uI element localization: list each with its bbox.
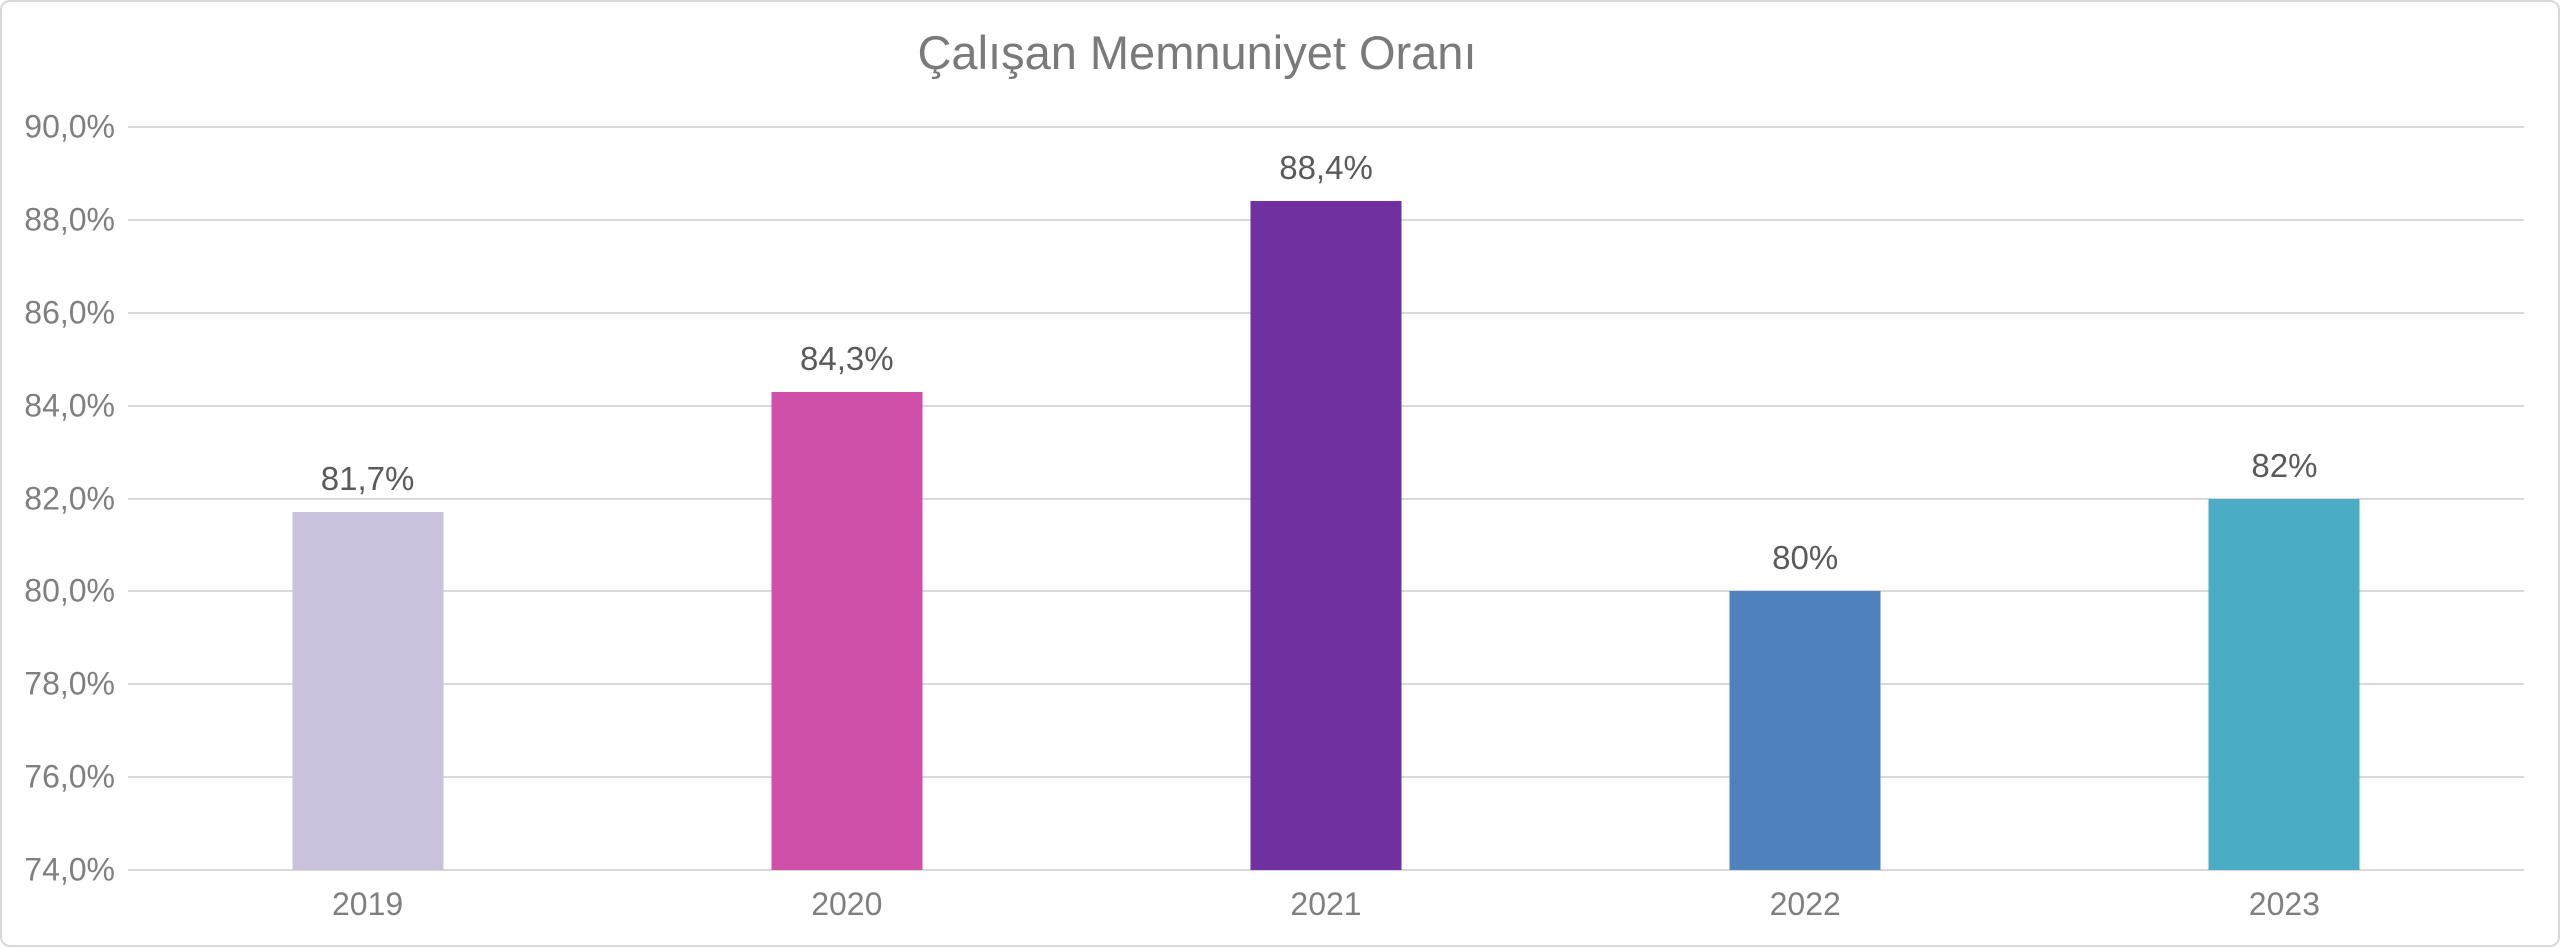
bar-2019 [292, 512, 444, 870]
bar-value-label: 88,4% [1279, 149, 1373, 187]
x-tick-label-2019: 2019 [332, 886, 404, 922]
y-tick-label: 84,0% [24, 387, 115, 424]
y-tick-label: 82,0% [24, 480, 115, 516]
y-tick-label: 74,0% [24, 851, 115, 888]
bar-value-label: 82% [2251, 446, 2318, 484]
y-tick-label: 78,0% [24, 665, 115, 702]
gridline [128, 869, 2524, 871]
bar-2020 [771, 391, 923, 870]
bar-2021 [1250, 201, 1402, 870]
y-axis: 74,0% 76,0% 78,0% 80,0% 82,0% 84,0% 86,0% 88,0%… [2, 109, 115, 888]
x-tick-label-2022: 2022 [1769, 886, 1841, 922]
y-tick-label: 86,0% [24, 294, 115, 331]
gridline [128, 126, 2524, 128]
bar-2023 [2208, 498, 2360, 870]
bar-value-label: 81,7% [320, 460, 415, 498]
y-tick-label: 90,0% [24, 108, 115, 145]
x-tick-label-2023: 2023 [2248, 886, 2320, 922]
chart-title: Çalışan Memnuniyet Oranı [917, 26, 1477, 79]
x-tick-label-2020: 2020 [811, 886, 883, 922]
y-tick-label: 76,0% [24, 758, 115, 795]
x-tick-label-2021: 2021 [1290, 886, 1362, 922]
bar-value-label: 84,3% [800, 339, 894, 377]
bar-value-label: 80% [1772, 539, 1839, 577]
y-tick-label: 88,0% [24, 201, 115, 238]
y-tick-label: 80,0% [24, 572, 115, 609]
plot-area: 81,7% 2019 84,3% 2020 88,4% 2021 80% 2022 82% 202… [128, 126, 2524, 922]
bar-2022 [1729, 591, 1881, 870]
